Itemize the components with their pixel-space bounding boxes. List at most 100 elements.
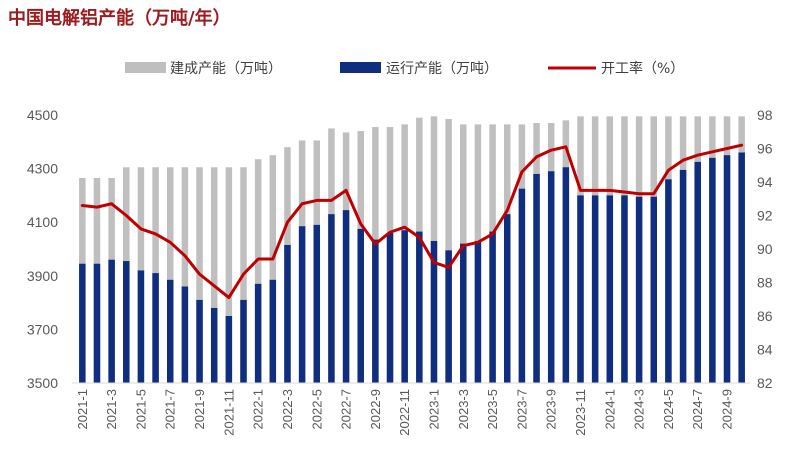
operating-capacity-bar-11 [225,316,233,383]
utilization-rate-point-38 [623,190,626,194]
utilization-rate-point-8 [183,254,187,257]
utilization-rate-point-19 [344,189,348,192]
x-tick-label-2021-11: 2021-11 [221,389,236,436]
operating-capacity-bar-3 [108,259,115,383]
legend-swatch-built-capacity [125,62,166,73]
operating-capacity-bar-40 [650,196,658,383]
x-tick-label-2021-1: 2021-1 [75,389,90,429]
utilization-rate-point-27 [462,244,465,247]
x-tick-label-2021-7: 2021-7 [163,389,178,429]
legend-label-operating-capacity: 运行产能（万吨） [386,61,498,77]
left-y-tick-label-4100: 4100 [27,214,58,230]
operating-capacity-bar-31 [518,188,526,383]
operating-capacity-bar-33 [547,171,555,383]
utilization-rate-point-36 [593,189,597,192]
operating-capacity-bar-5 [137,270,145,383]
built-capacity-bar-14 [269,155,277,383]
operating-capacity-bar-29 [489,231,496,383]
built-capacity-bar-7 [166,167,174,383]
x-tick-label-2023-5: 2023-5 [485,389,500,429]
utilization-rate-point-39 [637,192,641,195]
x-tick-label-2023-7: 2023-7 [514,389,529,429]
utilization-rate-point-6 [154,232,157,236]
utilization-rate-point-25 [432,261,436,264]
utilization-rate-point-45 [725,147,729,150]
operating-capacity-bar-46 [738,152,745,383]
legend-item-operating-capacity: 运行产能（万吨） [340,61,498,77]
operating-capacity-bar-2 [93,263,101,383]
operating-capacity-bar-13 [254,283,262,383]
right-y-tick-label-90: 90 [757,241,773,257]
operating-capacity-bar-28 [474,240,482,383]
right-y-axis: 82 84 86 88 90 92 94 96 98 [757,107,773,391]
utilization-rate-point-21 [374,242,377,246]
utilization-rate-point-13 [256,257,260,261]
operating-capacity-bar-44 [709,157,716,383]
right-y-tick-label-98: 98 [757,107,773,123]
operating-capacity-bar-17 [313,224,321,383]
operating-capacity-bar-23 [401,230,408,383]
utilization-rate-point-4 [125,214,128,217]
utilization-rate-point-3 [110,202,113,205]
utilization-rate-point-33 [550,148,553,152]
utilization-rate-point-29 [491,232,494,236]
right-y-tick-label-88: 88 [757,275,773,291]
operating-capacity-bar-37 [606,195,614,383]
utilization-rate-point-14 [271,257,274,261]
utilization-rate-point-24 [418,236,421,239]
operating-capacity-bar-25 [430,240,438,383]
utilization-rate-point-5 [139,227,143,231]
right-y-tick-label-94: 94 [757,174,773,190]
chart-title: 中国电解铝产能（万吨/年） [8,7,231,29]
operating-capacity-bar-15 [284,244,291,383]
legend-item-built-capacity: 建成产能（万吨） [125,61,282,77]
operating-capacity-bar-36 [591,195,599,383]
operating-capacity-bar-32 [533,173,540,383]
left-y-tick-label-3900: 3900 [27,268,58,284]
x-tick-label-2024-9: 2024-9 [720,389,735,429]
utilization-rate-point-11 [227,296,231,299]
utilization-rate-point-22 [388,231,392,234]
built-capacity-bar-11 [225,167,233,383]
utilization-rate-point-46 [740,143,743,147]
left-y-tick-label-3500: 3500 [27,375,58,391]
x-tick-label-2023-9: 2023-9 [544,389,559,429]
right-y-tick-label-82: 82 [757,375,773,391]
utilization-rate-point-1 [81,204,84,207]
utilization-rate-point-28 [476,241,480,244]
utilization-rate-point-35 [579,189,582,192]
operating-capacity-bar-14 [269,279,277,383]
right-y-tick-label-84: 84 [757,342,773,358]
x-tick-label-2024-3: 2024-3 [632,389,647,429]
operating-capacity-bar-18 [328,214,335,383]
x-tick-label-2022-9: 2022-9 [368,389,383,429]
utilization-rate-point-23 [403,226,406,229]
legend-swatch-operating-capacity [340,62,381,73]
legend-label-built-capacity: 建成产能（万吨） [170,61,282,77]
right-y-tick-label-86: 86 [757,308,773,324]
x-tick-label-2023-3: 2023-3 [456,389,471,429]
utilization-rate-point-40 [652,192,655,195]
operating-capacity-bar-39 [635,196,643,383]
utilization-rate-point-2 [95,205,99,209]
left-y-tick-label-3700: 3700 [27,321,58,337]
operating-capacity-bar-10 [210,307,218,383]
operating-capacity-bars [79,152,745,383]
utilization-rate-series [80,143,744,300]
utilization-rate-point-15 [286,221,289,224]
utilization-rate-point-30 [506,209,509,212]
right-y-tick-label-92: 92 [757,208,773,224]
utilization-rate-point-26 [447,266,450,269]
utilization-rate-line [80,143,744,300]
legend-label-utilization-rate: 开工率（%） [601,60,684,77]
operating-capacity-bar-12 [240,299,247,383]
utilization-rate-point-9 [198,272,201,276]
operating-capacity-bar-34 [562,167,570,383]
x-tick-label-2022-11: 2022-11 [397,389,412,436]
x-tick-label-2022-7: 2022-7 [339,389,354,429]
x-tick-label-2022-1: 2022-1 [251,389,266,429]
operating-capacity-bar-27 [460,243,467,383]
x-tick-label-2024-7: 2024-7 [690,389,705,429]
